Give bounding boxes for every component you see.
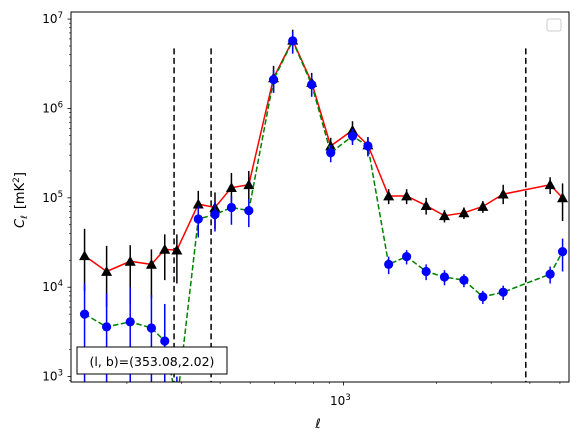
x-tick-label: 103 bbox=[330, 393, 351, 408]
data-point-circle bbox=[146, 323, 157, 333]
y-axis-label-unit: [mK bbox=[13, 182, 28, 209]
data-point-triangle bbox=[438, 210, 450, 221]
data-point-triangle bbox=[243, 179, 255, 190]
data-point-circle bbox=[545, 269, 555, 279]
data-point-triangle bbox=[401, 190, 413, 201]
plot-area bbox=[71, 12, 569, 382]
annotation-text: (l, b)=(353.08,2.02) bbox=[90, 354, 215, 369]
data-point-triangle bbox=[159, 243, 171, 254]
data-point-circle bbox=[363, 141, 373, 151]
data-point-circle bbox=[421, 266, 431, 277]
data-point-circle bbox=[125, 317, 135, 327]
data-point-circle bbox=[347, 131, 358, 141]
data-point-triangle bbox=[192, 198, 204, 209]
annotation-box bbox=[76, 346, 228, 375]
data-point-circle bbox=[102, 322, 112, 332]
y-tick-label: 106 bbox=[42, 100, 63, 115]
data-point-circle bbox=[384, 259, 394, 269]
data-point-triangle bbox=[497, 188, 509, 199]
data-point-circle bbox=[244, 205, 254, 216]
data-point-triangle bbox=[383, 190, 395, 201]
y-axis-label-unit-close: ] bbox=[13, 172, 28, 177]
data-point-circle bbox=[478, 292, 488, 302]
data-point-circle bbox=[557, 247, 568, 257]
y-tick-label: 103 bbox=[42, 369, 63, 384]
data-point-triangle bbox=[557, 192, 569, 203]
data-point-circle bbox=[459, 275, 469, 285]
data-point-triangle bbox=[124, 255, 136, 266]
data-point-circle bbox=[498, 287, 508, 297]
data-point-triangle bbox=[544, 179, 556, 190]
data-point-circle bbox=[402, 252, 412, 262]
x-axis-label: ℓ bbox=[314, 417, 320, 432]
data-point-triangle bbox=[171, 244, 183, 255]
legend-box bbox=[546, 18, 562, 32]
data-point-triangle bbox=[458, 207, 470, 218]
y-axis-label-unit-sup: 2 bbox=[12, 177, 22, 183]
data-point-circle bbox=[79, 309, 90, 319]
data-point-triangle bbox=[101, 265, 113, 276]
data-point-triangle bbox=[420, 200, 432, 210]
data-point-triangle bbox=[225, 182, 237, 193]
data-point-circle bbox=[439, 272, 450, 282]
data-point-triangle bbox=[477, 200, 489, 211]
annotation: (l, b)=(353.08,2.02) bbox=[76, 346, 228, 375]
y-axis-label-subscript: ℓ bbox=[20, 215, 30, 220]
data-point-circle bbox=[226, 202, 237, 213]
data-point-circle bbox=[307, 79, 317, 90]
y-tick-label: 104 bbox=[42, 279, 63, 294]
y-tick-label: 107 bbox=[42, 11, 63, 26]
data-point-circle bbox=[172, 399, 181, 408]
y-tick-label: 105 bbox=[42, 190, 63, 205]
data-point-circle bbox=[193, 214, 203, 224]
data-point-triangle bbox=[79, 250, 91, 261]
data-point-circle bbox=[210, 209, 220, 220]
plot-frame bbox=[70, 11, 570, 383]
data-point-triangle bbox=[145, 258, 157, 269]
data-point-circle bbox=[288, 36, 298, 46]
y-axis-label-symbol: C bbox=[13, 218, 28, 228]
data-point-circle bbox=[326, 148, 336, 158]
data-point-circle bbox=[160, 336, 170, 346]
y-axis-label: Cℓ [mK2] bbox=[12, 172, 30, 228]
data-point-circle bbox=[268, 75, 279, 85]
